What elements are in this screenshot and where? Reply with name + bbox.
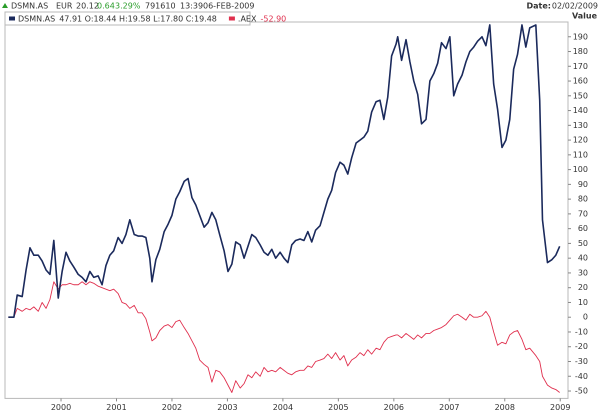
x-tick-label: 2001 xyxy=(106,403,126,412)
currency: EUR xyxy=(56,2,73,11)
symbol: DSMN.AS xyxy=(11,2,48,11)
y-tick-label: 70 xyxy=(578,209,588,218)
legend-name: DSMN.AS xyxy=(18,15,55,24)
y-tick-label: 0 xyxy=(583,313,588,322)
x-tick-label: 2003 xyxy=(217,403,237,412)
date-label: Date: xyxy=(527,2,552,11)
x-tick-label: 2005 xyxy=(328,403,348,412)
y-tick-label: 120 xyxy=(573,136,588,145)
x-tick-label: 2004 xyxy=(273,403,293,412)
x-tick-label: 2007 xyxy=(439,403,459,412)
x-tick-label: 2000 xyxy=(51,403,71,412)
price: 20.12 xyxy=(76,2,99,11)
y-tick-label: -10 xyxy=(575,327,588,336)
y-tick-label: -50 xyxy=(575,387,588,396)
y-tick-label: 130 xyxy=(573,121,588,130)
y-tick-label: 40 xyxy=(578,254,588,263)
y-tick-label: 90 xyxy=(578,180,588,189)
y-tick-label: -30 xyxy=(575,357,588,366)
up-arrow xyxy=(2,3,8,8)
series-line xyxy=(8,281,560,393)
legend xyxy=(4,11,251,26)
y-tick-label: 150 xyxy=(573,91,588,100)
y-tick-label: 160 xyxy=(573,77,588,86)
y-tick-label: 10 xyxy=(578,298,588,307)
series-line xyxy=(8,24,561,319)
plot-frame xyxy=(4,21,569,399)
change: 0.64 xyxy=(97,2,115,11)
y-tick-label: 20 xyxy=(578,283,588,292)
legend-swatch xyxy=(9,16,15,21)
y-axis-title: Value xyxy=(572,12,598,21)
change-pct: 3.29% xyxy=(115,2,141,11)
y-tick-label: 60 xyxy=(578,224,588,233)
y-tick-label: 170 xyxy=(573,62,588,71)
y-tick-label: 80 xyxy=(578,195,588,204)
x-tick-label: 2002 xyxy=(162,403,182,412)
x-tick-label: 2008 xyxy=(495,403,515,412)
volume: 791610 xyxy=(145,2,176,11)
y-tick-label: -40 xyxy=(575,372,588,381)
y-tick-label: 180 xyxy=(573,47,588,56)
quote-header: DSMN.AS EUR 20.12 0.64 3.29% 791610 13:3… xyxy=(2,2,598,11)
quote-date: 06-FEB-2009 xyxy=(203,2,254,11)
y-tick-label: 30 xyxy=(578,268,588,277)
time: 13:39 xyxy=(180,2,203,11)
y-tick-label: 50 xyxy=(578,239,588,248)
y-tick-label: 140 xyxy=(573,106,588,115)
legend-name: .AEX xyxy=(238,15,257,24)
x-tick-label: 2006 xyxy=(384,403,404,412)
legend-value: 47.91 O:18.44 H:19.58 L:17.80 C:19.48 xyxy=(59,15,217,24)
legend-swatch xyxy=(228,16,235,21)
y-tick-label: -20 xyxy=(575,342,588,351)
y-tick-label: 100 xyxy=(573,165,588,174)
y-tick-label: 110 xyxy=(573,150,588,159)
legend-value: -52.90 xyxy=(260,15,286,24)
x-tick-label: 2009 xyxy=(550,403,570,412)
date: 02/02/2009 xyxy=(552,2,598,11)
y-tick-label: 190 xyxy=(573,32,588,41)
